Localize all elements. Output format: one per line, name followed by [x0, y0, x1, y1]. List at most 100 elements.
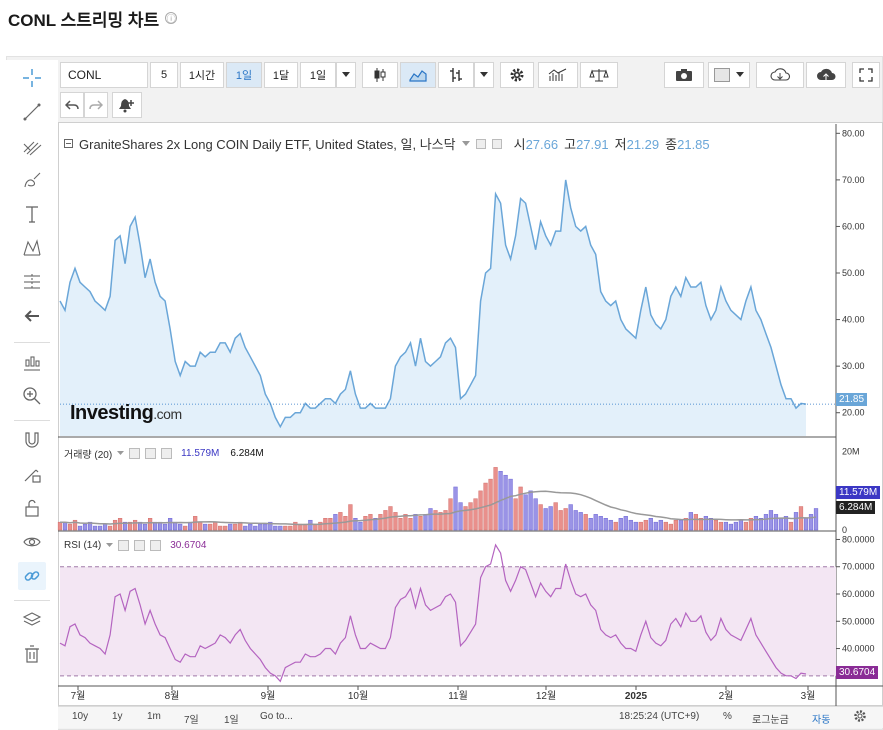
- volume-bar: [458, 502, 463, 531]
- volume-format-icon[interactable]: [145, 448, 157, 459]
- volume-axis-label: 20M: [842, 447, 860, 457]
- compare-scale-icon[interactable]: [580, 62, 618, 88]
- undo-icon[interactable]: [60, 92, 84, 118]
- symbol-input[interactable]: CONL: [60, 62, 148, 88]
- rsi-format-icon[interactable]: [134, 540, 146, 551]
- pattern-icon[interactable]: [18, 234, 46, 262]
- time-axis-label: 11월: [448, 690, 468, 702]
- download-cloud-icon[interactable]: [756, 62, 804, 88]
- back-arrow-icon[interactable]: [18, 302, 46, 330]
- rsi-settings-icon[interactable]: [118, 540, 130, 551]
- rsi-axis-label: 70.0000: [842, 562, 875, 572]
- interval-5-button[interactable]: 5: [150, 62, 178, 88]
- volume-bar: [653, 521, 658, 531]
- volume-dropdown-icon[interactable]: [117, 451, 125, 456]
- trend-line-icon[interactable]: [18, 98, 46, 126]
- volume-bar: [293, 521, 298, 531]
- settings-gear-icon[interactable]: [853, 709, 867, 726]
- upload-cloud-icon[interactable]: [806, 62, 846, 88]
- volume-bar: [463, 506, 468, 531]
- volume-bar: [603, 518, 608, 531]
- volume-bar: [403, 514, 408, 531]
- chart-type-dropdown-icon[interactable]: [474, 62, 494, 88]
- color-swatch: [714, 68, 730, 82]
- brush-icon[interactable]: [18, 166, 46, 194]
- volume-bar: [408, 518, 413, 531]
- volume-bar: [248, 523, 253, 531]
- measure-icon[interactable]: [18, 348, 46, 376]
- range-1d-button[interactable]: 1일: [224, 715, 239, 726]
- volume-bar: [132, 519, 138, 531]
- volume-bar: [122, 521, 128, 531]
- rsi-close-icon[interactable]: [150, 540, 162, 551]
- volume-settings-icon[interactable]: [129, 448, 141, 459]
- legend-settings-icon[interactable]: [475, 138, 486, 149]
- camera-icon[interactable]: [664, 62, 704, 88]
- volume-bar: [523, 494, 528, 531]
- magnet-icon[interactable]: [18, 426, 46, 454]
- time-axis-label: 12월: [536, 690, 556, 702]
- zoom-in-icon[interactable]: [18, 382, 46, 410]
- volume-bar: [648, 518, 653, 531]
- gear-icon[interactable]: [500, 62, 534, 88]
- volume-bar: [803, 518, 809, 531]
- volume-bar: [433, 510, 438, 531]
- layers-icon[interactable]: [18, 606, 46, 634]
- volume-bar: [738, 519, 744, 531]
- rsi-line: [59, 543, 807, 683]
- percent-toggle[interactable]: %: [723, 711, 732, 722]
- volume-bar: [793, 512, 799, 531]
- go-to-button[interactable]: Go to...: [260, 711, 293, 722]
- open-label: 시: [513, 137, 526, 152]
- price-axis-label: 40.00: [842, 315, 865, 325]
- rsi-axis-label: 60.0000: [842, 589, 875, 599]
- volume-bar: [213, 521, 218, 531]
- collapse-legend-icon[interactable]: [64, 139, 73, 148]
- fibonacci-icon[interactable]: [18, 268, 46, 296]
- color-picker-button[interactable]: [708, 62, 750, 88]
- interval-dropdown-icon[interactable]: [336, 62, 356, 88]
- range-1y-button[interactable]: 1y: [112, 711, 123, 722]
- interval-select[interactable]: 1일: [300, 62, 336, 88]
- lock-pencil-icon[interactable]: [18, 460, 46, 488]
- crosshair-icon[interactable]: [18, 64, 46, 92]
- volume-close-icon[interactable]: [161, 448, 173, 459]
- indicators-icon[interactable]: [538, 62, 578, 88]
- unlock-icon[interactable]: [18, 494, 46, 522]
- text-tool-icon[interactable]: [18, 200, 46, 228]
- info-icon[interactable]: ⓘ: [165, 12, 178, 25]
- alert-bell-icon[interactable]: [112, 92, 142, 118]
- bar-chart-icon[interactable]: [438, 62, 474, 88]
- range-1m-button[interactable]: 1m: [147, 711, 161, 722]
- volume-bar: [428, 508, 433, 531]
- interval-1h-button[interactable]: 1시간: [180, 62, 224, 88]
- link-icon[interactable]: [18, 562, 46, 590]
- area-chart-icon[interactable]: [400, 62, 436, 88]
- trash-icon[interactable]: [18, 640, 46, 668]
- volume-ma-value: 6.284M: [230, 448, 264, 459]
- redo-icon[interactable]: [84, 92, 108, 118]
- volume-bar: [543, 508, 548, 531]
- range-10y-button[interactable]: 10y: [72, 711, 89, 722]
- range-7d-button[interactable]: 7일: [184, 715, 199, 726]
- volume-bar: [513, 498, 518, 531]
- volume-axis-label: 0: [842, 525, 847, 535]
- legend-dropdown-icon[interactable]: [461, 140, 470, 147]
- auto-scale-toggle[interactable]: 자동: [812, 715, 831, 726]
- interval-1d-button[interactable]: 1일: [226, 62, 262, 88]
- fullscreen-icon[interactable]: [852, 62, 880, 88]
- investing-logo: Investing.com: [70, 402, 182, 424]
- volume-bar: [663, 521, 668, 531]
- time-axis-label: 2월: [719, 690, 734, 702]
- volume-bar: [423, 514, 428, 531]
- rsi-dropdown-icon[interactable]: [106, 543, 114, 548]
- pitchfork-icon[interactable]: [18, 132, 46, 160]
- high-label: 고: [564, 137, 577, 152]
- log-scale-toggle[interactable]: 로그눈금: [752, 715, 789, 726]
- rsi-axis-label: 50.0000: [842, 616, 875, 626]
- candlestick-icon[interactable]: [362, 62, 398, 88]
- eye-icon[interactable]: [18, 528, 46, 556]
- legend-format-icon[interactable]: [491, 138, 502, 149]
- interval-1m-button[interactable]: 1달: [264, 62, 298, 88]
